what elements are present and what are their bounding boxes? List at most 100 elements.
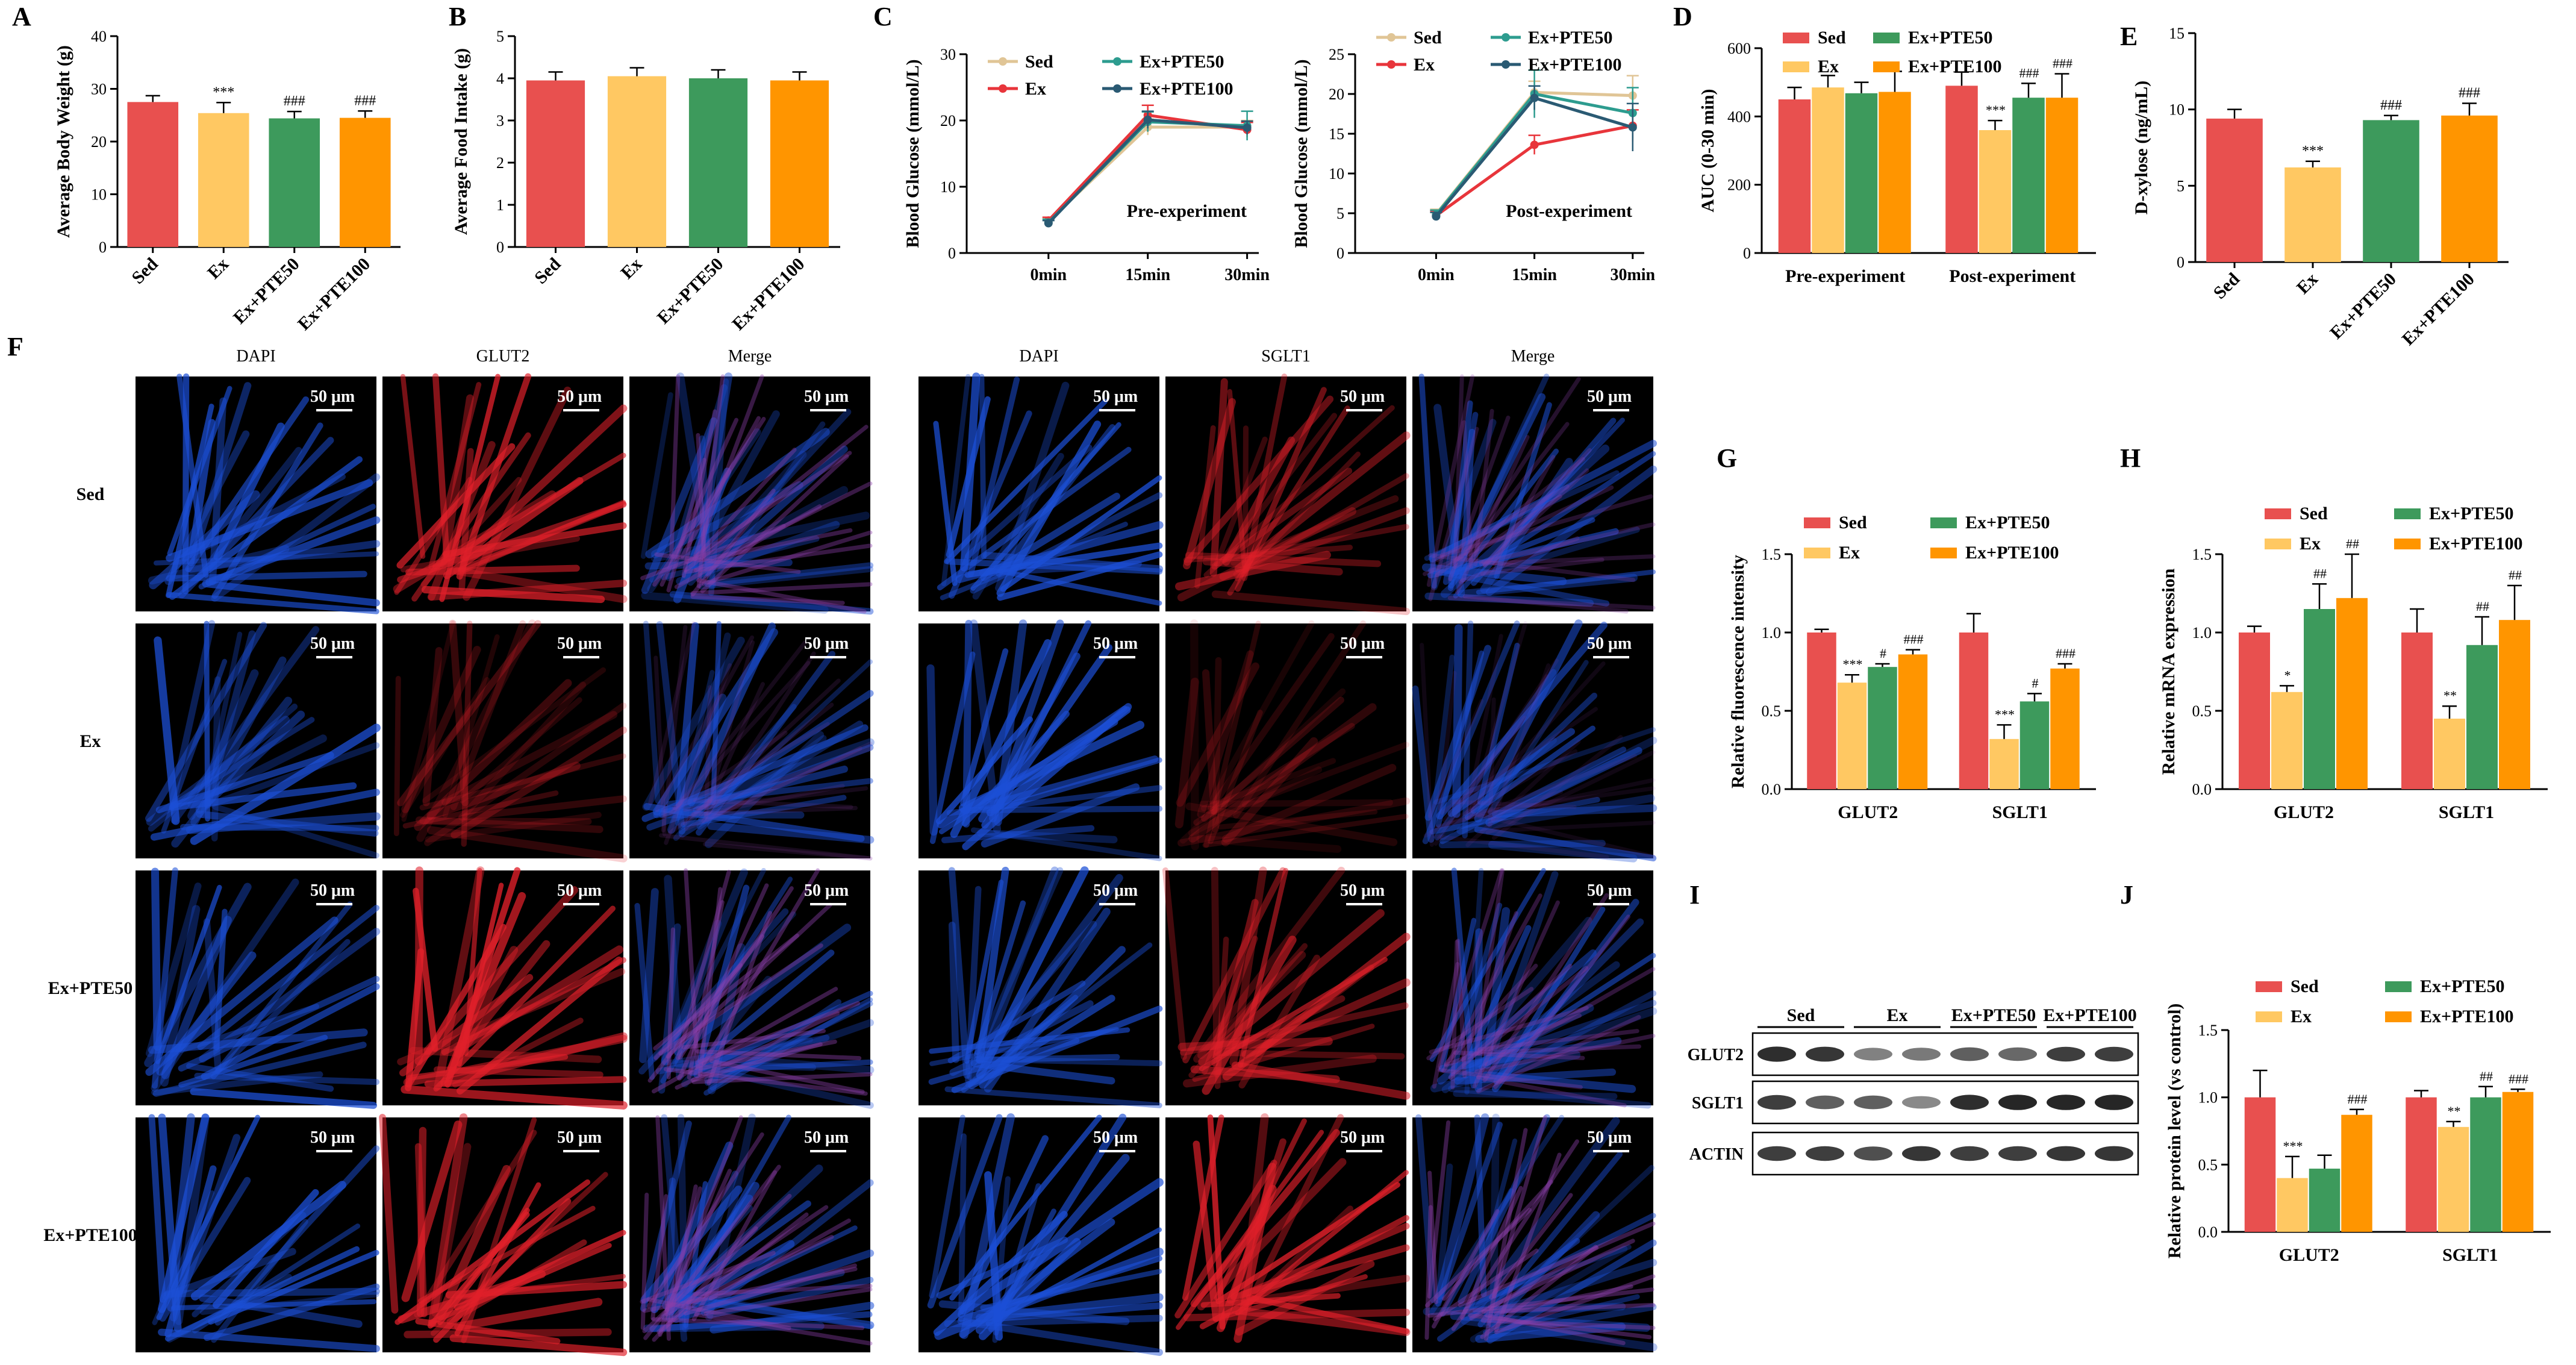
micro-right-r0-c0-villus [946, 558, 1163, 575]
micro-right-r1-c2: 50 μm [1412, 619, 1658, 863]
chart-D-bar [1979, 130, 2012, 253]
micro-right-r2-c2-merge-stroke [1426, 987, 1534, 1061]
micro-right-r2-c1-villus [1192, 1023, 1375, 1082]
chart-J-sig: ## [2480, 1069, 2493, 1084]
chart-H-legend-label: Sed [2300, 504, 2328, 523]
western-band [2095, 1146, 2133, 1161]
micro-right-r3-c2-merge-stroke [1488, 1238, 1635, 1310]
micro-right-r0-c2-merge-stroke [1483, 468, 1589, 568]
micro-right-r0-c1-villus [1222, 413, 1338, 560]
micro-right-r0-c0-villus [960, 372, 981, 572]
micro-left-r2-c2-villus [689, 990, 873, 1076]
micro-right-r3-c1-villus [1207, 1114, 1226, 1330]
micro-left-r0-c2-merge-stroke [640, 523, 786, 581]
micro-right-r0-c0-villus [995, 381, 1070, 592]
micro-right-r1-c2-merge-stroke [1450, 799, 1577, 810]
micro-right-r1-c2-merge-stroke [1490, 663, 1551, 822]
chart-J-legend-swatch [2385, 1011, 2412, 1022]
micro-right-r0-c1-villus [1209, 378, 1228, 577]
micro-left-r2-c1-villus [463, 867, 482, 1057]
chart-E-sig: ### [2459, 86, 2480, 101]
micro-right-r3-c2-merge-stroke [1485, 1313, 1626, 1346]
micro-left-r2-c2-villus [695, 949, 835, 1066]
western-band [1757, 1046, 1796, 1062]
micro-right-r2-c2-villus [1454, 1007, 1658, 1081]
micro-right-r0-c0-villus [944, 399, 1108, 564]
micro-left-r2-c2-merge-stroke [653, 963, 743, 1060]
chart-G-bar [2050, 668, 2080, 789]
micro-left-r0-c1-villus [453, 567, 628, 604]
micro-left-r2-c2-merge-stroke [709, 1059, 865, 1094]
micro-left-r0-c2-merge-stroke [684, 543, 873, 574]
micro-right-r2-c0-villus [947, 980, 1086, 1064]
micro-left-r3-c2-merge-stroke [683, 1263, 857, 1316]
micro-left-r0-c2-villus [708, 378, 729, 596]
micro-right-r2-c0-villus [976, 866, 1009, 1064]
micro-right-r0-c1-bg [1165, 376, 1406, 611]
micro-right-r2-c2-villus [1482, 1071, 1636, 1093]
chart-G-sig: ### [2056, 646, 2075, 661]
micro-right-r3-c2-scale-label: 50 μm [1587, 1128, 1632, 1147]
chart-A-bar [198, 113, 249, 247]
micro-left-r3-c0-villus [170, 1299, 377, 1311]
micro-left-r1-c2-merge-stroke [673, 661, 811, 811]
micro-right-r0-c1-villus [1219, 507, 1410, 581]
micro-left-r1-c2-villus [653, 765, 848, 819]
micro-right-r1-c2-merge-stroke [1465, 739, 1581, 848]
micro-left-r3-c2-scale-label: 50 μm [804, 1128, 849, 1147]
chart-C2-ytick-label: 0 [1336, 245, 1344, 262]
micro-right-r1-c1-villus [1208, 633, 1335, 811]
micro-left-r0-c2-villus [647, 428, 761, 593]
micro-right-r0-c1: 50 μm [1165, 373, 1411, 616]
micro-left-r2-c2-villus [700, 1059, 873, 1074]
micro-right-r0-c2-merge-stroke [1428, 426, 1479, 601]
micro-right-r0-c2-merge-stroke [1492, 455, 1556, 566]
micro-right-r0-c1-villus [1241, 373, 1288, 581]
micro-left-r1-c2-merge-stroke [693, 798, 853, 810]
micro-col-header: Merge [1511, 347, 1555, 366]
micro-right-r1-c1-villus [1217, 809, 1378, 830]
micro-right-r3-c2-merge-stroke [1494, 1152, 1562, 1332]
micro-right-r1-c1-scale-label: 50 μm [1340, 634, 1385, 653]
micro-left-r0-c2-villus [687, 408, 852, 586]
western-band [2047, 1046, 2085, 1062]
western-band [1998, 1095, 2037, 1110]
chart-C2-annotation: Post-experiment [1506, 201, 1632, 221]
micro-right-r2-c2-merge-stroke [1472, 900, 1560, 1089]
micro-right-r0-c1-villus [1184, 395, 1334, 566]
micro-right-r0-c2-villus [1430, 419, 1497, 590]
chart-C1-legend-label: Ex+PTE100 [1140, 79, 1233, 99]
micro-right-r1-c2-merge-stroke [1479, 786, 1656, 814]
micro-right-r1-c2-merge-stroke [1442, 716, 1527, 823]
chart-J-bar [2244, 1097, 2276, 1232]
micro-right-r2-c2-merge-stroke [1461, 911, 1518, 1063]
chart-D-bar [1778, 99, 1811, 253]
chart-C1-point [1243, 123, 1252, 133]
micro-right-r1-c1-villus [1242, 742, 1409, 808]
micro-left-r1-c1-villus [419, 817, 592, 825]
micro-right-r0-c2-villus [1459, 428, 1476, 583]
micro-left-r2-c0-villus [155, 884, 222, 1064]
chart-G-bar [1959, 633, 1989, 789]
chart-E-xtick-label: Ex [2293, 269, 2322, 298]
micro-right-r0-c2-villus [1491, 451, 1656, 563]
micro-right-r1-c2-villus [1430, 654, 1455, 829]
panel-letter-g: G [1717, 443, 1737, 473]
micro-left-r3-c0-villus [175, 1113, 210, 1325]
micro-left-r2-c0-villus [151, 878, 299, 1092]
micro-left-r1-c1-villus [401, 620, 455, 822]
micro-left-r0-c2-villus [665, 384, 728, 581]
micro-left-r1-c2-merge-stroke [659, 833, 873, 861]
micro-right-r0-c2-merge-stroke [1435, 484, 1570, 562]
micro-left-r0-c2-villus [710, 421, 826, 584]
chart-J-bar [2406, 1097, 2437, 1232]
chart-H-sig: ## [2346, 536, 2359, 551]
micro-left-r1-c1-villus [393, 675, 401, 837]
micro-right-r2-c2-merge-stroke [1456, 939, 1467, 1078]
chart-H-legend-swatch [2265, 539, 2291, 549]
micro-right-r0-c1-villus [1220, 523, 1409, 563]
chart-C1-legend-marker [1113, 57, 1121, 66]
micro-right-r3-c1-villus [1244, 1114, 1344, 1311]
panel-letter-b: B [449, 2, 466, 31]
chart-B-ytick-label: 0 [496, 239, 504, 256]
